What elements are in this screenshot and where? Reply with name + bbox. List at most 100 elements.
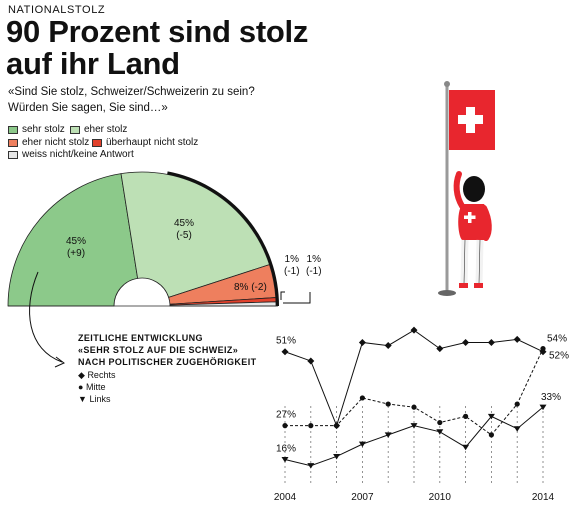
donut-slice xyxy=(7,173,139,307)
trend-heading: ZEITLICHE ENTWICKLUNG «SEHR STOLZ AUF DI… xyxy=(78,332,257,368)
triangle-marker xyxy=(462,444,470,451)
point-label: 33% xyxy=(541,392,561,403)
triangle-marker xyxy=(384,432,392,438)
person-raised-arm xyxy=(453,171,465,209)
donut-slice-label: 1% (-1) xyxy=(306,254,322,278)
trend-labels: 51% 27% 16% 54% 52% 33% 2004 2007 2010 2014 xyxy=(274,334,569,503)
shirt-cross-horizontal xyxy=(464,215,476,219)
slice-value: 1% xyxy=(284,254,299,265)
callout-line xyxy=(280,291,285,300)
legend-item-eher-stolz: eher stolz xyxy=(70,124,127,135)
legend-swatch xyxy=(92,138,102,147)
question-line-2: Würden Sie sagen, Sie sind…» xyxy=(8,102,168,114)
slice-change: (-1) xyxy=(284,266,300,277)
circle-marker xyxy=(463,413,469,419)
triangle-marker xyxy=(410,423,418,429)
legend-label: eher nicht stolz xyxy=(22,137,90,148)
triangle-marker xyxy=(307,463,315,469)
slice-change: (+9) xyxy=(66,248,86,259)
connector-arrowhead xyxy=(54,356,65,368)
person-arm xyxy=(481,205,492,241)
legend-swatch xyxy=(8,125,18,134)
diamond-marker xyxy=(410,326,418,334)
circle-marker xyxy=(411,404,417,410)
circle-marker xyxy=(540,346,546,352)
donut-slice-label: 8% (-2) xyxy=(234,282,267,293)
triangle-marker xyxy=(487,413,495,420)
donut-callouts xyxy=(280,291,311,304)
triangle-marker xyxy=(539,404,547,411)
legend-item-eher-nicht-stolz: eher nicht stolz xyxy=(8,137,89,148)
circle-marker xyxy=(359,395,365,401)
donut-outer-arc xyxy=(167,171,279,307)
diamond-marker xyxy=(513,335,521,343)
slice-value: 45% xyxy=(66,236,87,247)
point-label: 51% xyxy=(276,336,296,347)
trend-grid xyxy=(284,406,544,484)
person-head xyxy=(463,176,485,202)
callout-line xyxy=(283,292,311,304)
triangle-marker xyxy=(281,457,289,463)
x-tick-label: 2014 xyxy=(532,492,555,503)
x-tick-label: 2007 xyxy=(351,492,374,503)
diamond-marker xyxy=(358,338,366,346)
series-key-label: Links xyxy=(89,394,111,404)
title-line-2: auf ihr Land xyxy=(6,46,180,81)
diamond-marker xyxy=(487,338,495,346)
diamond-icon: ◆ xyxy=(78,370,85,380)
legend-label: eher stolz xyxy=(84,124,128,135)
trend-heading-line: NACH POLITISCHER ZUGEHÖRIGKEIT xyxy=(78,357,257,367)
legend-item-ueberhaupt-nicht-stolz: überhaupt nicht stolz xyxy=(92,137,198,148)
circle-marker xyxy=(385,401,391,407)
donut-slice xyxy=(120,171,270,298)
circle-marker xyxy=(334,423,340,429)
triangle-marker xyxy=(513,426,521,432)
legend-label: überhaupt nicht stolz xyxy=(106,137,199,148)
person-shoe xyxy=(459,283,468,288)
page-title: 90 Prozent sind stolz auf ihr Land xyxy=(6,16,308,80)
slice-change: (-5) xyxy=(176,230,192,241)
leg-outline xyxy=(463,239,481,285)
circle-marker xyxy=(282,423,288,429)
legend-item-sehr-stolz: sehr stolz xyxy=(8,124,65,135)
slice-value: 45% xyxy=(174,218,195,229)
person-shoe xyxy=(474,283,483,288)
triangle-icon: ▼ xyxy=(78,394,87,404)
circle-icon: ● xyxy=(78,382,84,392)
point-label: 54% xyxy=(547,334,567,345)
flagpole-base xyxy=(438,290,456,296)
diamond-marker xyxy=(462,338,470,346)
series-key-label: Rechts xyxy=(87,370,116,380)
point-label: 16% xyxy=(276,444,296,455)
slice-value: 1% xyxy=(306,254,321,265)
trend-heading-line: ZEITLICHE ENTWICKLUNG xyxy=(78,333,203,343)
diamond-marker xyxy=(384,342,392,350)
person-torso xyxy=(458,204,489,240)
circle-marker xyxy=(514,401,520,407)
survey-question: «Sind Sie stolz, Schweizer/Schweizerin z… xyxy=(8,84,255,116)
x-tick-label: 2010 xyxy=(429,492,452,503)
diamond-marker xyxy=(436,345,444,353)
point-label: 27% xyxy=(276,410,296,421)
donut-slice-label: 1% (-1) xyxy=(284,254,300,278)
kicker: NATIONALSTOLZ xyxy=(8,4,106,16)
donut-slice-label: 45% (+9) xyxy=(66,236,86,260)
legend-swatch xyxy=(8,138,18,147)
trend-heading-line: «SEHR STOLZ AUF DIE SCHWEIZ» xyxy=(78,345,239,355)
circle-marker xyxy=(437,419,443,426)
trend-lines xyxy=(281,326,547,469)
legend-label: weiss nicht/keine Antwort xyxy=(22,149,134,160)
donut-slice-label: 45% (-5) xyxy=(174,218,194,242)
point-label: 52% xyxy=(549,351,569,362)
legend-swatch xyxy=(8,150,18,159)
slice-change: (-1) xyxy=(306,266,322,277)
connector-arrow xyxy=(29,271,63,363)
semicircle-donut-chart xyxy=(7,171,279,307)
legend-label: sehr stolz xyxy=(22,124,65,135)
flagpole-top xyxy=(444,81,450,87)
series-key-rechts: ◆ Rechts xyxy=(78,370,115,381)
circle-marker xyxy=(488,432,494,438)
series-key-label: Mitte xyxy=(85,382,106,392)
x-tick-label: 2004 xyxy=(274,492,297,503)
circle-marker xyxy=(308,423,314,429)
